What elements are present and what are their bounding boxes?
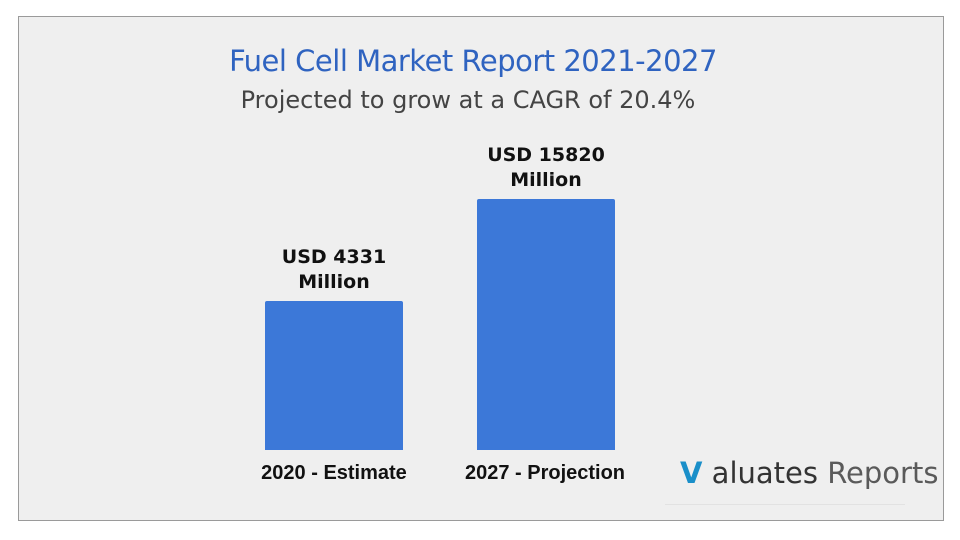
category-label-2020: 2020 - Estimate: [261, 462, 407, 484]
data-label-2027: USD 15820 Million: [446, 143, 646, 193]
data-label-unit: Million: [510, 169, 582, 191]
data-label-2020: USD 4331 Million: [234, 245, 434, 295]
chart-subtitle: Projected to grow at a CAGR of 20.4%: [240, 86, 696, 114]
bar-2020: [265, 300, 403, 450]
divider: [665, 504, 905, 505]
data-label-unit: Million: [298, 270, 370, 293]
logo-text-reports: Reports: [827, 456, 939, 490]
data-label-value: USD 15820: [487, 144, 605, 166]
logo-text: aluates: [711, 456, 818, 490]
bar-2027: [477, 199, 615, 450]
valuates-reports-logo: V aluates Reports: [680, 456, 938, 490]
data-label-value: USD 4331: [281, 245, 387, 268]
chart-title: Fuel Cell Market Report 2021-2027: [229, 44, 717, 78]
logo-v-icon: V: [680, 456, 703, 490]
category-label-2027: 2027 - Projection: [464, 462, 626, 484]
